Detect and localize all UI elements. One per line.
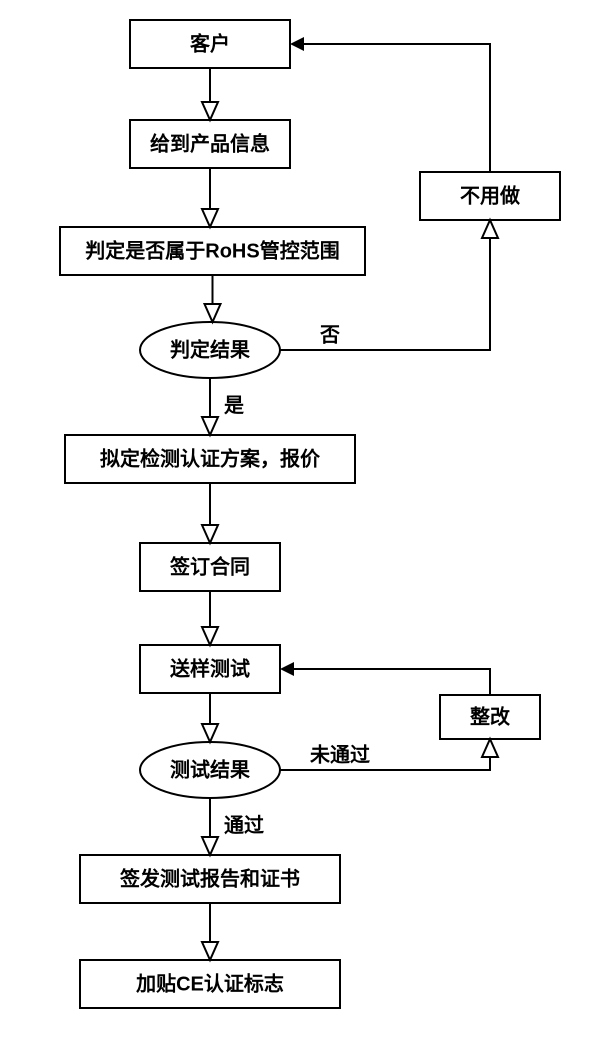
node-plan-quote: 拟定检测认证方案，报价 xyxy=(65,435,355,483)
edge-rohs-decide xyxy=(205,275,221,322)
node-send-test: 送样测试 xyxy=(140,645,280,693)
node-customer-label: 客户 xyxy=(189,31,230,55)
edge-plan-contract xyxy=(202,483,218,543)
node-test-result-label: 测试结果 xyxy=(170,757,250,781)
flowchart: 客户 给到产品信息 判定是否属于RoHS管控范围 判定结果 拟定检测认证方案，报… xyxy=(0,0,614,1039)
svg-text:是: 是 xyxy=(223,394,244,417)
node-decision-result-label: 判定结果 xyxy=(170,337,250,361)
edge-result-fail: 未通过 xyxy=(280,739,498,770)
edge-rectify-send xyxy=(280,662,490,695)
edge-issue-ce xyxy=(202,903,218,960)
svg-text:否: 否 xyxy=(319,324,340,346)
node-check-rohs: 判定是否属于RoHS管控范围 xyxy=(60,227,365,275)
edge-customer-info xyxy=(202,68,218,120)
node-ce-mark-label: 加贴CE认证标志 xyxy=(135,972,284,995)
svg-text:未通过: 未通过 xyxy=(310,743,370,766)
node-give-info-label: 给到产品信息 xyxy=(150,131,270,155)
node-contract-label: 签订合同 xyxy=(169,554,250,578)
node-send-test-label: 送样测试 xyxy=(170,656,250,680)
node-decision-result: 判定结果 xyxy=(140,322,280,378)
node-issue-report-label: 签发测试报告和证书 xyxy=(119,866,300,890)
node-ce-mark: 加贴CE认证标志 xyxy=(80,960,340,1008)
node-issue-report: 签发测试报告和证书 xyxy=(80,855,340,903)
node-contract: 签订合同 xyxy=(140,543,280,591)
edge-info-rohs xyxy=(202,168,218,227)
svg-text:通过: 通过 xyxy=(224,814,264,837)
node-give-info: 给到产品信息 xyxy=(130,120,290,168)
edge-result-pass: 通过 xyxy=(202,798,264,855)
node-plan-quote-label: 拟定检测认证方案，报价 xyxy=(100,446,321,470)
node-check-rohs-label: 判定是否属于RoHS管控范围 xyxy=(85,238,339,262)
node-customer: 客户 xyxy=(130,20,290,68)
edge-send-result xyxy=(202,693,218,742)
node-rectify-label: 整改 xyxy=(469,704,511,728)
edge-contract-send xyxy=(202,591,218,645)
edge-decide-yes: 是 xyxy=(202,378,244,435)
edge-notneeded-customer xyxy=(290,37,490,172)
node-not-needed-label: 不用做 xyxy=(460,183,521,207)
node-rectify: 整改 xyxy=(440,695,540,739)
node-test-result: 测试结果 xyxy=(140,742,280,798)
node-not-needed: 不用做 xyxy=(420,172,560,220)
